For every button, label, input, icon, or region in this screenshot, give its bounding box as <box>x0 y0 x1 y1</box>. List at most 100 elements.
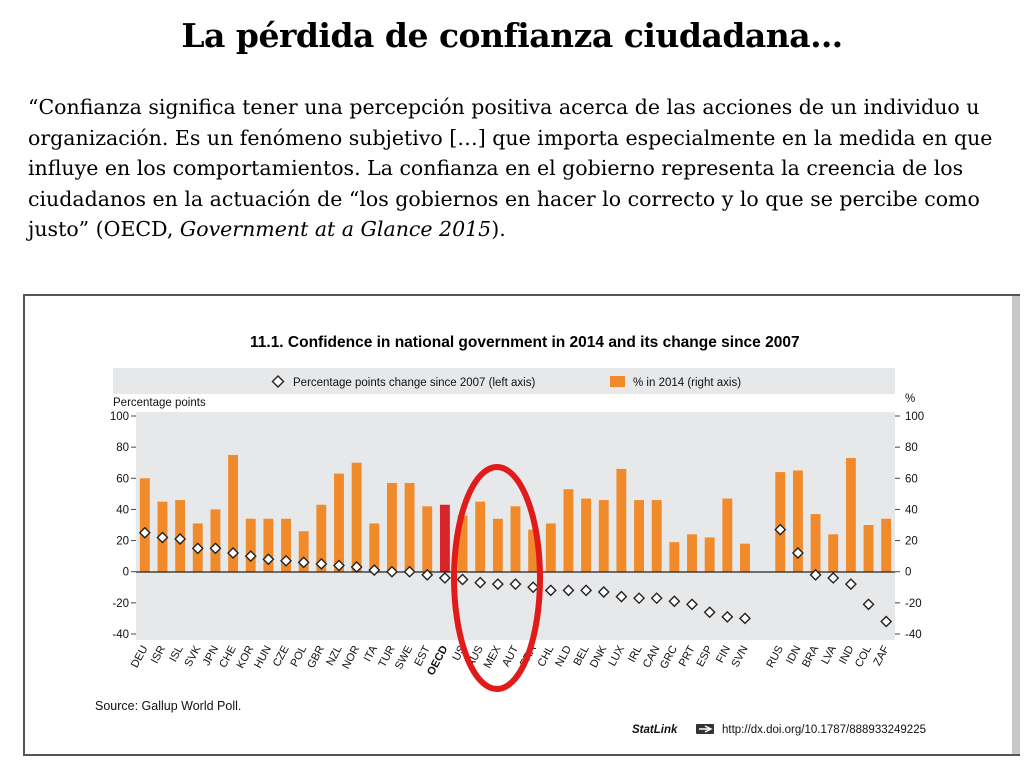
bar <box>687 534 697 572</box>
change-diamond <box>280 554 293 567</box>
bar <box>404 482 415 572</box>
right-tick-label: 20 <box>905 536 918 548</box>
x-tick-label: ESP <box>694 644 715 669</box>
bar <box>334 473 344 572</box>
bar <box>545 523 556 572</box>
bar <box>263 518 274 572</box>
bar <box>581 498 592 572</box>
change-diamond <box>615 590 628 603</box>
bar <box>510 506 521 572</box>
x-tick-label: NLD <box>553 644 574 669</box>
change-diamond <box>368 564 381 577</box>
right-tick-label: 60 <box>905 473 918 485</box>
change-diamond <box>332 559 345 572</box>
bar <box>210 509 221 572</box>
x-tick-label: CZE <box>271 644 292 669</box>
frame-shadow <box>1012 296 1020 754</box>
bar <box>281 518 291 572</box>
change-diamond <box>827 571 840 584</box>
legend-band <box>113 368 895 394</box>
source-note: Source: Gallup World Poll. <box>95 699 241 713</box>
bar <box>722 498 733 572</box>
change-diamond <box>174 533 187 546</box>
x-tick-label: GBR <box>305 644 327 671</box>
statlink-icon <box>696 724 714 734</box>
bar <box>528 529 539 572</box>
bar <box>351 462 362 572</box>
right-axis-label: % <box>905 393 915 405</box>
bar <box>298 531 309 572</box>
change-diamond <box>633 592 646 605</box>
bar <box>828 534 839 572</box>
bar <box>457 515 468 572</box>
legend-bar-swatch <box>610 376 625 387</box>
left-axis-label: Percentage points <box>113 397 206 409</box>
bar <box>228 454 239 572</box>
change-diamond <box>315 557 328 570</box>
change-diamond <box>262 553 275 566</box>
change-diamond <box>650 592 663 605</box>
change-diamond <box>544 584 557 597</box>
right-tick-label: -20 <box>905 598 922 610</box>
change-diamond <box>774 523 787 536</box>
bar <box>369 523 380 572</box>
bar <box>386 482 397 572</box>
quote-text: “Confianza significa tener una percepció… <box>28 95 993 241</box>
change-diamond <box>209 542 222 555</box>
x-tick-label: HUN <box>252 644 274 671</box>
change-diamond <box>862 598 875 611</box>
bar <box>139 478 150 572</box>
x-tick-label: DNK <box>588 643 610 670</box>
x-tick-label: LUX <box>606 643 627 668</box>
quote-italic-source: Government at a Glance 2015 <box>179 217 492 241</box>
right-tick-label: 40 <box>905 504 918 516</box>
bar <box>598 500 609 572</box>
x-tick-label: SVK <box>182 643 203 669</box>
left-tick-label: -20 <box>112 598 129 610</box>
bar <box>669 542 680 572</box>
x-tick-label: DEU <box>129 644 151 670</box>
legend-diamond-label: Percentage points change since 2007 (lef… <box>293 377 535 389</box>
bar <box>475 501 486 572</box>
bar <box>775 472 786 572</box>
right-tick-label: 80 <box>905 442 918 454</box>
x-tick-label: BRA <box>800 643 822 669</box>
change-diamond <box>403 565 416 578</box>
change-diamond <box>138 526 151 539</box>
change-diamond <box>668 595 681 608</box>
bar <box>439 504 450 572</box>
statlink-url[interactable]: http://dx.doi.org/10.1787/888933249225 <box>722 724 926 736</box>
legend-diamond-entry: Percentage points change since 2007 (lef… <box>271 375 535 389</box>
change-diamond <box>527 581 540 594</box>
x-tick-label: MEX <box>482 643 504 670</box>
right-tick-label: -40 <box>905 629 922 641</box>
left-tick-label: 60 <box>116 473 129 485</box>
legend-bar-label: % in 2014 (right axis) <box>633 377 741 389</box>
left-tick-label: 40 <box>116 504 129 516</box>
statlink-label: StatLink <box>632 724 678 736</box>
left-tick-label: -40 <box>112 629 129 641</box>
change-diamond <box>597 585 610 598</box>
change-diamond <box>791 547 804 560</box>
change-diamond <box>509 578 522 591</box>
bar <box>422 506 433 572</box>
legend-bar-entry: % in 2014 (right axis) <box>610 376 741 389</box>
change-diamond <box>703 606 716 619</box>
change-diamond <box>297 556 310 569</box>
bar <box>810 514 821 572</box>
bar <box>616 468 627 572</box>
left-tick-label: 100 <box>110 411 129 423</box>
annotation-ellipse <box>451 464 543 692</box>
left-tick-label: 80 <box>116 442 129 454</box>
chart: 11.1. Confidence in national government … <box>95 334 926 736</box>
x-tick-label: LVA <box>819 643 839 666</box>
change-diamond <box>456 573 469 586</box>
change-diamond <box>156 531 169 544</box>
figure-frame: 11.1. Confidence in national government … <box>23 294 1020 756</box>
change-diamond <box>562 584 575 597</box>
bar <box>651 500 662 572</box>
change-diamond <box>880 615 893 628</box>
bar <box>563 489 574 572</box>
right-tick-label: 0 <box>905 567 911 579</box>
x-tick-label: ISR <box>149 644 168 666</box>
